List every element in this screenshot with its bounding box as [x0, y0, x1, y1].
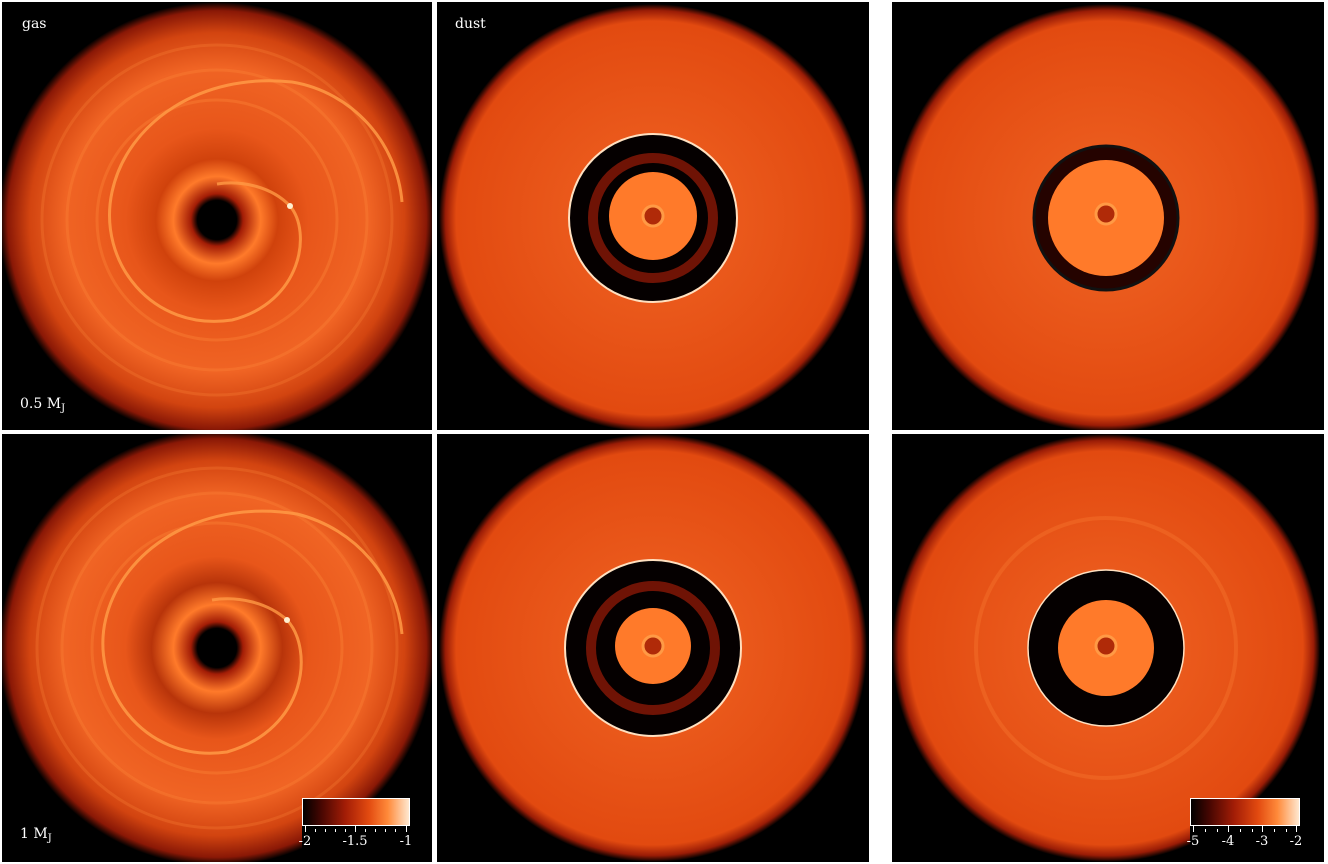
- planet-marker: [287, 203, 293, 209]
- dust-disc-image: [439, 434, 867, 862]
- planet-mass-label: 1 MJ: [20, 826, 52, 844]
- dust-colorbar-tick: -4: [1221, 834, 1235, 849]
- spiral-arm-inner: [211, 597, 289, 622]
- gas-ring: [35, 466, 399, 830]
- inner-cavity: [1094, 634, 1118, 658]
- dust-disc-image: [439, 4, 867, 430]
- dust-panel-b-1MJ: -5 -4 -3 -2: [892, 434, 1324, 862]
- panel-label-dust: dust: [455, 16, 486, 32]
- gas-ring: [40, 43, 394, 397]
- panel-label-gas: gas: [22, 16, 47, 32]
- inner-cavity: [641, 204, 665, 228]
- gas-ring: [90, 521, 344, 775]
- dust-disc-image: [892, 4, 1320, 430]
- dust-disc-image: [892, 434, 1320, 862]
- gas-ring: [60, 491, 374, 805]
- gas-disc: [2, 434, 432, 862]
- gas-panel-1MJ: 1 MJ -2 -1.5 -1: [2, 434, 432, 862]
- gas-colorbar-minor-ticks: [302, 826, 410, 832]
- spiral-arm-inner: [216, 181, 292, 208]
- gas-ring: [95, 98, 339, 342]
- gas-colorbar-tick: -1: [399, 834, 413, 849]
- dust-gap-ring: [588, 153, 718, 283]
- dust-colorbar: -5 -4 -3 -2: [1186, 798, 1303, 854]
- spiral-arm: [108, 79, 404, 323]
- dust-colorbar-gradient: [1190, 798, 1300, 826]
- gas-colorbar-tick: -2: [298, 834, 312, 849]
- dust-colorbar-tick: -2: [1289, 834, 1303, 849]
- dust-ring: [974, 516, 1238, 780]
- gas-panel-0.5MJ: gas 0.5 MJ: [2, 2, 432, 430]
- dust-panel-a-0.5MJ: dust: [437, 2, 869, 430]
- dust-colorbar-tick: -5: [1186, 834, 1200, 849]
- gas-colorbar-gradient: [302, 798, 410, 826]
- spiral-arm: [101, 509, 404, 755]
- planet-mass-label: 0.5 MJ: [20, 396, 66, 414]
- inner-cavity: [641, 634, 665, 658]
- gas-disc-image: [2, 2, 432, 430]
- gas-colorbar-tick: -1.5: [342, 834, 368, 849]
- gas-colorbar: -2 -1.5 -1: [298, 798, 413, 854]
- gas-disc: [2, 2, 432, 430]
- gas-ring: [65, 68, 369, 372]
- dust-panel-b-0.5MJ: [892, 2, 1324, 430]
- planet-marker: [284, 617, 290, 623]
- gas-disc-image: [2, 434, 432, 862]
- dust-panel-a-1MJ: [437, 434, 869, 862]
- dust-colorbar-minor-ticks: [1190, 826, 1300, 832]
- inner-cavity: [1094, 202, 1118, 226]
- dust-gap-ring: [586, 581, 720, 715]
- dust-colorbar-tick: -3: [1255, 834, 1269, 849]
